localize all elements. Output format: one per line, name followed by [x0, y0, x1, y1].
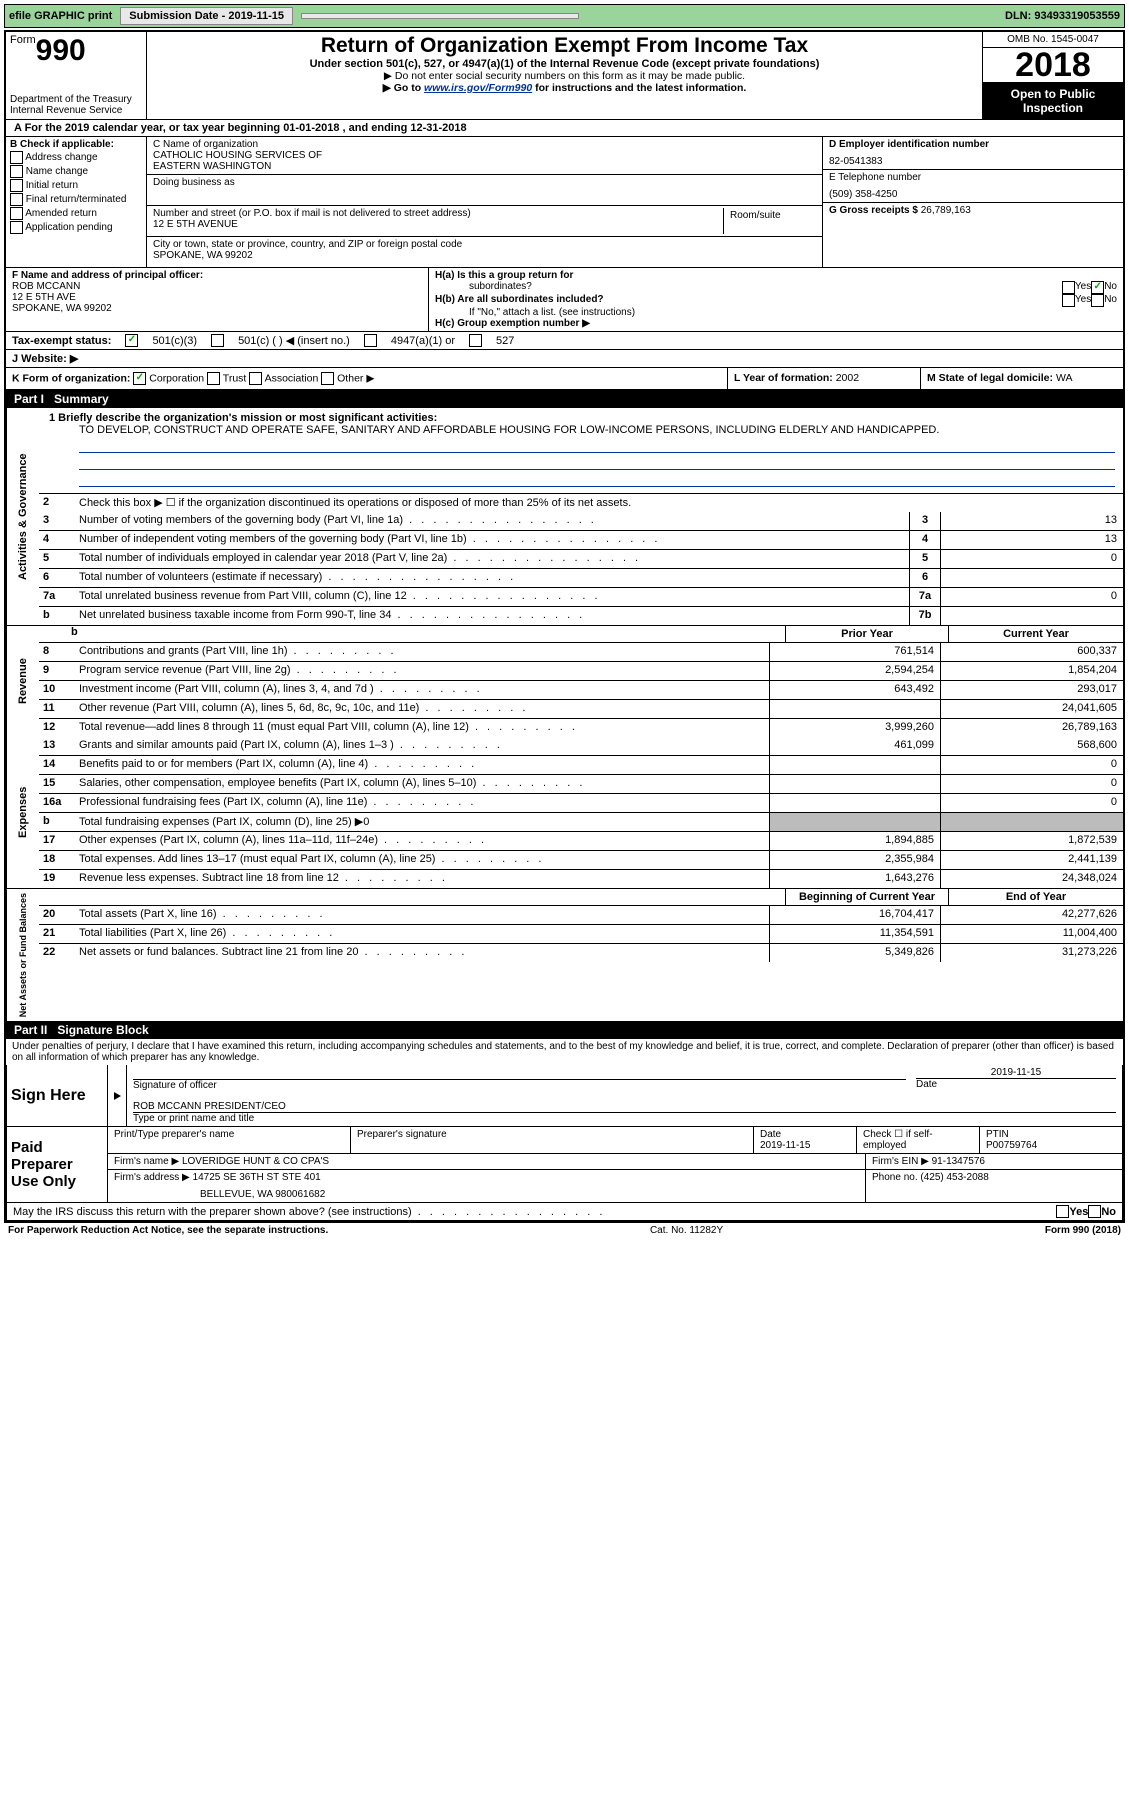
table-row: 3Number of voting members of the governi…	[39, 512, 1123, 531]
chk-assoc[interactable]	[249, 372, 262, 385]
col-f: F Name and address of principal officer:…	[6, 268, 429, 331]
chk-4947[interactable]	[364, 334, 377, 347]
col-b: B Check if applicable: Address change Na…	[6, 137, 147, 267]
chk-discuss-no[interactable]	[1088, 1205, 1101, 1218]
chk-527[interactable]	[469, 334, 482, 347]
table-row: 7aTotal unrelated business revenue from …	[39, 588, 1123, 607]
chk-amended[interactable]: Amended return	[10, 207, 142, 220]
row-a: A For the 2019 calendar year, or tax yea…	[6, 120, 1123, 137]
sign-here-label: Sign Here	[7, 1065, 108, 1126]
part-2-header: Part II Signature Block	[6, 1021, 1123, 1039]
chk-501c[interactable]	[211, 334, 224, 347]
penalty-statement: Under penalties of perjury, I declare th…	[6, 1039, 1123, 1065]
top-bar: efile GRAPHIC print Submission Date - 20…	[4, 4, 1125, 28]
chk-hb-no[interactable]	[1091, 294, 1104, 307]
table-row: 20Total assets (Part X, line 16)16,704,4…	[39, 906, 1123, 925]
side-expenses: Expenses	[6, 737, 39, 888]
section-bcd: B Check if applicable: Address change Na…	[6, 137, 1123, 268]
chk-ha-yes[interactable]	[1062, 281, 1075, 294]
row-i: Tax-exempt status: 501(c)(3) 501(c) ( ) …	[6, 332, 1123, 350]
submission-date-button[interactable]: Submission Date - 2019-11-15	[120, 7, 293, 25]
header-right: OMB No. 1545-0047 2018 Open to Public In…	[982, 32, 1123, 119]
header-left: Form990 Department of the Treasury Inter…	[6, 32, 147, 119]
part1-ag: Activities & Governance 1 Briefly descri…	[6, 408, 1123, 625]
gross-receipts: 26,789,163	[921, 205, 971, 216]
table-row: 15Salaries, other compensation, employee…	[39, 775, 1123, 794]
mission-box: 1 Briefly describe the organization's mi…	[39, 408, 1123, 494]
row-fh: F Name and address of principal officer:…	[6, 268, 1123, 332]
ein-value: 82-0541383	[829, 156, 1117, 167]
col-c: C Name of organization CATHOLIC HOUSING …	[147, 137, 822, 267]
table-row: 13Grants and similar amounts paid (Part …	[39, 737, 1123, 756]
col-h: H(a) Is this a group return for subordin…	[429, 268, 1123, 331]
empty-button[interactable]	[301, 13, 579, 19]
tax-year: 2018	[983, 48, 1123, 83]
paid-preparer-label: Paid Preparer Use Only	[7, 1127, 108, 1202]
chk-corp[interactable]	[133, 372, 146, 385]
efile-label: efile GRAPHIC print	[9, 10, 112, 22]
chk-discuss-yes[interactable]	[1056, 1205, 1069, 1218]
footer: For Paperwork Reduction Act Notice, see …	[4, 1223, 1125, 1238]
table-row: 11Other revenue (Part VIII, column (A), …	[39, 700, 1123, 719]
chk-application-pending[interactable]: Application pending	[10, 221, 142, 234]
chk-501c3[interactable]	[125, 334, 138, 347]
table-row: 17Other expenses (Part IX, column (A), l…	[39, 832, 1123, 851]
table-row: 10Investment income (Part VIII, column (…	[39, 681, 1123, 700]
table-row: 14Benefits paid to or for members (Part …	[39, 756, 1123, 775]
instructions-link[interactable]: www.irs.gov/Form990	[424, 82, 532, 94]
table-row: 22Net assets or fund balances. Subtract …	[39, 944, 1123, 962]
part1-na: Net Assets or Fund Balances Beginning of…	[6, 888, 1123, 1021]
table-row: 6Total number of volunteers (estimate if…	[39, 569, 1123, 588]
row-klm: K Form of organization: Corporation Trus…	[6, 368, 1123, 390]
table-row: 5Total number of individuals employed in…	[39, 550, 1123, 569]
header-mid: Return of Organization Exempt From Incom…	[147, 32, 982, 119]
table-row: bTotal fundraising expenses (Part IX, co…	[39, 813, 1123, 832]
form-title: Return of Organization Exempt From Incom…	[151, 34, 978, 58]
header-row: Form990 Department of the Treasury Inter…	[6, 32, 1123, 120]
table-row: 8Contributions and grants (Part VIII, li…	[39, 643, 1123, 662]
table-row: 12Total revenue—add lines 8 through 11 (…	[39, 719, 1123, 737]
table-row: bNet unrelated business taxable income f…	[39, 607, 1123, 625]
part-1-header: Part I Summary	[6, 390, 1123, 408]
side-activities: Activities & Governance	[6, 408, 39, 625]
side-revenue: Revenue	[6, 626, 39, 737]
telephone-value: (509) 358-4250	[829, 189, 1117, 200]
part1-exp: Expenses 13Grants and similar amounts pa…	[6, 737, 1123, 888]
table-row: 18Total expenses. Add lines 13–17 (must …	[39, 851, 1123, 870]
col-d: D Employer identification number 82-0541…	[822, 137, 1123, 267]
part1-rev: Revenue bPrior YearCurrent Year 8Contrib…	[6, 625, 1123, 737]
chk-trust[interactable]	[207, 372, 220, 385]
table-row: 9Program service revenue (Part VIII, lin…	[39, 662, 1123, 681]
table-row: 16aProfessional fundraising fees (Part I…	[39, 794, 1123, 813]
chk-hb-yes[interactable]	[1062, 294, 1075, 307]
form-990-frame: Form990 Department of the Treasury Inter…	[4, 30, 1125, 1223]
public-inspection: Open to Public Inspection	[983, 83, 1123, 119]
chk-ha-no[interactable]	[1091, 281, 1104, 294]
signature-block: Sign Here Signature of officer 2019-11-1…	[6, 1065, 1123, 1221]
chk-name-change[interactable]: Name change	[10, 165, 142, 178]
chk-other[interactable]	[321, 372, 334, 385]
chk-final-return[interactable]: Final return/terminated	[10, 193, 142, 206]
table-row: 21Total liabilities (Part X, line 26)11,…	[39, 925, 1123, 944]
table-row: 4Number of independent voting members of…	[39, 531, 1123, 550]
side-netassets: Net Assets or Fund Balances	[6, 889, 39, 1021]
dln-label: DLN: 93493319053559	[1005, 10, 1120, 22]
chk-initial-return[interactable]: Initial return	[10, 179, 142, 192]
arrow-icon	[114, 1092, 121, 1100]
row-j: J Website: ▶	[6, 350, 1123, 368]
table-row: 19Revenue less expenses. Subtract line 1…	[39, 870, 1123, 888]
chk-address-change[interactable]: Address change	[10, 151, 142, 164]
